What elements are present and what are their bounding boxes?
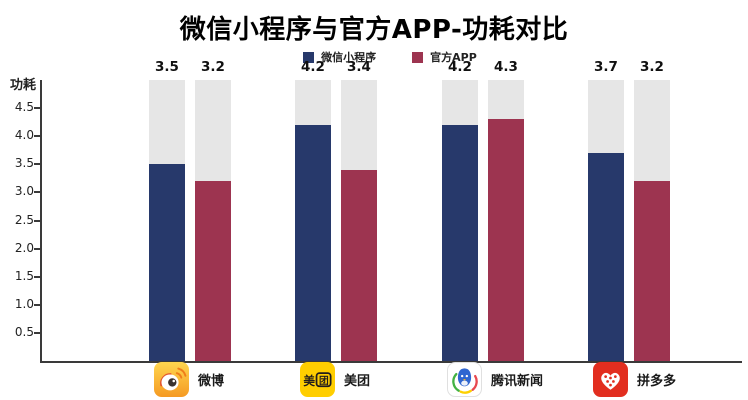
y-tick-mark xyxy=(34,303,40,306)
bar-background xyxy=(295,80,331,361)
pinduoduo-icon xyxy=(593,362,628,397)
bar xyxy=(149,164,185,361)
bar-value-label: 4.2 xyxy=(301,59,325,75)
y-tick-mark xyxy=(34,163,40,166)
bar-value-label: 3.4 xyxy=(347,59,371,75)
bar xyxy=(341,169,377,361)
bar-value-label: 3.5 xyxy=(155,59,179,75)
app-item: 微博 xyxy=(154,362,224,397)
bar-value-label: 3.2 xyxy=(640,59,664,75)
bar-value-label: 4.3 xyxy=(494,59,518,75)
y-tick-label: 0.5 xyxy=(14,324,34,339)
bar-background xyxy=(195,80,231,361)
app-item: 美团美团 xyxy=(300,362,370,397)
bar-background xyxy=(588,80,624,361)
legend-swatch-red-icon xyxy=(412,51,424,63)
legend-swatch-blue-icon xyxy=(303,51,315,63)
chart-title: 微信小程序与官方APP-功耗对比 xyxy=(179,15,569,45)
y-tick-label: 2.5 xyxy=(14,212,34,227)
y-tick-mark xyxy=(34,107,40,110)
bar-background xyxy=(442,80,478,361)
y-tick-label: 1.0 xyxy=(14,296,34,311)
app-item: 拼多多 xyxy=(593,362,676,397)
weibo-icon xyxy=(154,362,189,397)
app-label: 美团 xyxy=(344,374,371,389)
plot-area: 0.5 1.0 1.5 2.0 2.5 3.0 3.5 4.0 4.5 3.5 3.2 4.2 3.4 4… xyxy=(15,59,742,363)
y-tick-label: 4.5 xyxy=(14,100,34,115)
bar-background xyxy=(341,80,377,361)
bar-background xyxy=(149,80,185,361)
bar-value-label: 4.2 xyxy=(448,59,472,75)
bar-value-label: 3.2 xyxy=(201,59,225,75)
legend-label: 微信小程序 xyxy=(321,51,377,64)
bar-background xyxy=(488,80,524,361)
bar xyxy=(442,124,478,361)
y-tick-label: 3.5 xyxy=(14,156,34,171)
bar xyxy=(195,181,231,361)
bar-background xyxy=(634,80,670,361)
app-label: 拼多多 xyxy=(637,374,677,389)
bar xyxy=(588,153,624,361)
y-axis-label: 功耗 xyxy=(10,78,37,93)
legend: 微信小程序 官方APP xyxy=(40,49,740,65)
meituan-icon: 美团 xyxy=(300,362,335,397)
svg-text:团: 团 xyxy=(319,375,329,387)
bar xyxy=(488,119,524,361)
legend-label: 官方APP xyxy=(430,51,477,64)
svg-text:美: 美 xyxy=(303,374,315,388)
app-label: 微博 xyxy=(198,374,225,389)
y-tick-mark xyxy=(34,135,40,138)
y-tick-mark xyxy=(34,219,40,222)
app-label: 腾讯新闻 xyxy=(491,374,544,389)
y-tick-label: 4.0 xyxy=(14,128,34,143)
y-tick-mark xyxy=(34,247,40,250)
bar xyxy=(634,181,670,361)
bar xyxy=(295,124,331,361)
y-tick-mark xyxy=(34,331,40,334)
bar-value-label: 3.7 xyxy=(594,59,618,75)
y-tick-label: 1.5 xyxy=(14,268,34,283)
legend-item-official-app: 官方APP xyxy=(412,49,477,65)
y-tick-mark xyxy=(34,275,40,278)
app-item: 腾讯新闻 xyxy=(447,362,543,397)
y-tick-mark xyxy=(34,191,40,194)
y-tick-label: 3.0 xyxy=(14,184,34,199)
tencent-news-icon xyxy=(447,362,482,397)
legend-item-miniprogram: 微信小程序 xyxy=(303,49,376,65)
y-tick-label: 2.0 xyxy=(14,240,34,255)
